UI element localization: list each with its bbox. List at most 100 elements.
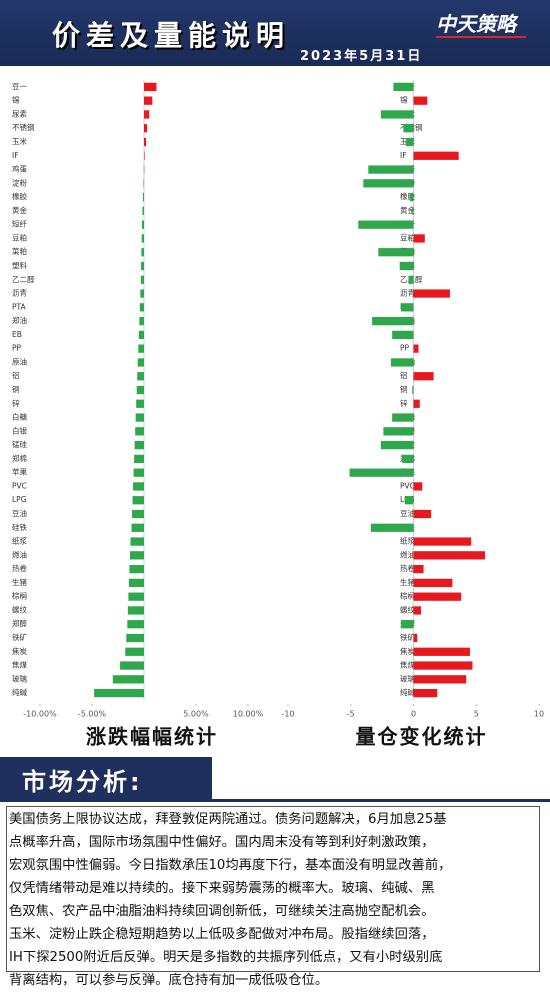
bar [143,165,145,174]
bar [144,82,157,92]
bar [409,192,414,202]
category-label: 橡胶 [400,191,415,201]
analysis-line: 仅凭情绪带动是难以持续的。接下来弱势震荡的概率大。玻璃、纯碱、黑 [9,881,435,896]
category-label: PTA [12,302,27,311]
bar [413,289,450,298]
category-label: 橡胶 [12,191,27,201]
category-label: 豆一 [12,82,27,91]
header-band [0,0,550,66]
category-label: LPG [12,495,27,504]
category-label: 豆粕 [400,232,415,242]
category-label: EB [12,330,22,339]
category-label: 原油 [12,356,27,366]
category-label: 黄金 [12,205,27,215]
category-label: 铝 [400,370,408,380]
category-label: 焦煤 [12,660,27,670]
category-label: 纯碱 [12,687,27,697]
category-label: 黄金 [400,205,415,215]
section-rule [0,799,550,802]
bar [142,192,144,202]
category-label: 沥青 [400,288,415,298]
bar [141,261,144,271]
analysis-line: 色双焦、农产品中油脂油料持续回调创新低，可继续关注高抛空配机会。 [9,904,435,919]
bar [141,248,144,257]
category-label: 热卷 [400,563,415,573]
bar [141,220,144,229]
category-label: 鸡蛋 [12,164,27,174]
bar [403,124,414,133]
analysis-box: 美国债务上限协议达成，拜登敦促两院通过。债务问题解决，6月加息25基 点概率升高，… [6,806,540,988]
bar [405,137,414,147]
category-label: 铁矿 [400,632,415,642]
category-label: 锌 [12,398,20,408]
bar [413,344,419,353]
category-label: 菜粕 [12,246,27,256]
bar [400,303,414,312]
category-label: PVC [12,481,27,490]
bar [413,606,422,615]
bar [144,137,147,147]
bar [363,179,414,188]
bar [413,564,424,574]
category-label: 郑醇 [12,618,27,628]
category-label: 淀粉 [12,177,27,187]
category-label: PP [12,344,22,353]
analysis-line: 美国债务上限协议达成，拜登敦促两院通过。债务问题解决，6月加息25基 [9,812,447,827]
category-label: 铜 [12,384,20,394]
bar [130,537,144,546]
analysis-line: 玉米、淀粉止跌企稳短期趋势以上低吸多配做对冲布局。股指继续回落， [9,927,435,942]
analysis-line: 点概率升高，国际市场氛围中性偏好。国内周末没有等到利好刺激政策， [9,835,435,850]
bar [413,234,425,243]
category-label: 不锈钢 [12,122,35,132]
bar [400,620,414,629]
bar [413,688,438,698]
category-label: 热卷 [12,563,27,573]
bar [413,96,428,105]
category-label: 螺纹 [400,604,415,614]
bar [127,606,144,615]
logo: 中天策略 [436,12,516,36]
bar [393,82,414,92]
bar [413,675,467,684]
bar [132,496,144,505]
bar [125,647,144,656]
category-label: 玻璃 [12,673,27,683]
bar [94,688,144,698]
bar [413,537,472,546]
bar [137,372,144,381]
category-label: 铁矿 [12,632,27,642]
category-label: 豆油 [12,508,27,518]
bar [144,96,153,105]
section-banner [0,757,212,799]
bar [144,151,145,160]
bar [136,385,144,395]
bar [138,330,144,340]
bar [136,399,144,408]
bar [408,275,414,284]
category-label: 锡 [400,96,408,105]
analysis-line: IH下探2500附近后反弹。明天是多指数的共振序列低点，又有小时级别底 [9,950,443,965]
page-title: 价差及量能说明 [52,19,291,52]
category-label: 短纤 [12,219,27,229]
category-label: 焦煤 [400,660,415,670]
bar [132,509,144,519]
bar [392,330,414,340]
bar [402,454,414,464]
bar [135,413,144,422]
category-label: 苹果 [12,467,27,477]
bar [134,440,144,450]
bar [120,661,144,670]
bar [144,124,148,133]
bar [412,206,414,216]
bar [358,220,414,229]
x-tick-label: 5.00% [183,710,209,719]
category-label: IF [400,151,407,160]
category-label: 锌 [400,398,408,408]
bar [133,468,144,477]
bar [128,592,144,601]
category-label: PP [400,344,410,353]
bar [413,482,423,491]
category-label: 尿素 [12,108,27,118]
bar [413,647,470,656]
